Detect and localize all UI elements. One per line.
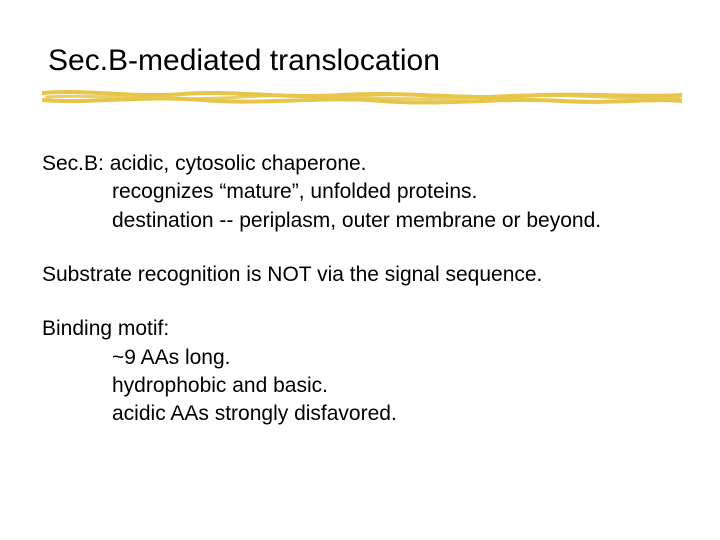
secb-line-1: Sec.B: acidic, cytosolic chaperone. bbox=[42, 150, 682, 178]
motif-line-3: acidic AAs strongly disfavored. bbox=[42, 400, 682, 428]
motif-heading: Binding motif: bbox=[42, 315, 682, 343]
motif-line-2: hydrophobic and basic. bbox=[42, 372, 682, 400]
slide: Sec.B-mediated translocation Sec.B: acid… bbox=[0, 0, 720, 540]
secb-line-2: recognizes “mature”, unfolded proteins. bbox=[42, 178, 682, 206]
slide-title: Sec.B-mediated translocation bbox=[48, 44, 440, 78]
motif-block: Binding motif: ~9 AAs long. hydrophobic … bbox=[42, 315, 682, 428]
secb-heading: Sec.B: bbox=[42, 152, 104, 175]
secb-line-3: destination -- periplasm, outer membrane… bbox=[42, 207, 682, 235]
secb-block: Sec.B: acidic, cytosolic chaperone. reco… bbox=[42, 150, 682, 235]
title-underline bbox=[42, 86, 682, 108]
motif-line-1: ~9 AAs long. bbox=[42, 344, 682, 372]
substrate-line: Substrate recognition is NOT via the sig… bbox=[42, 261, 682, 289]
slide-body: Sec.B: acidic, cytosolic chaperone. reco… bbox=[42, 150, 682, 429]
secb-text-1: acidic, cytosolic chaperone. bbox=[110, 152, 367, 175]
